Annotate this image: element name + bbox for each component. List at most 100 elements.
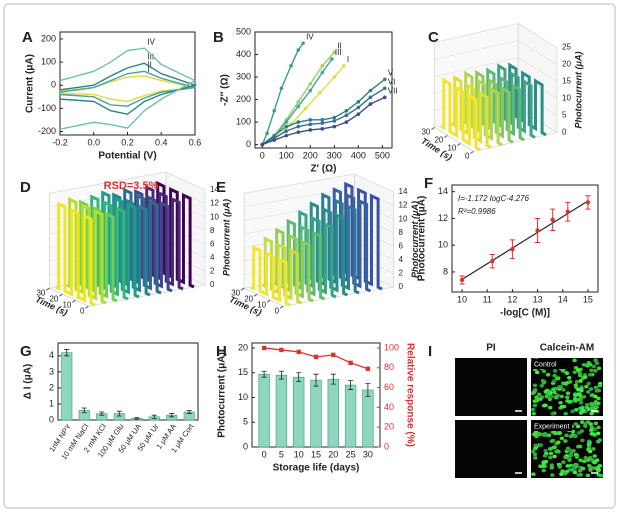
cell bbox=[532, 383, 538, 388]
y-axis-title: Current (μA) bbox=[25, 54, 36, 113]
cell bbox=[590, 404, 595, 408]
cell bbox=[574, 380, 580, 384]
cell bbox=[591, 364, 597, 369]
marker bbox=[332, 119, 337, 123]
cell bbox=[551, 379, 557, 383]
marker bbox=[265, 131, 269, 136]
cell bbox=[534, 370, 540, 375]
z-tick-label: 6 bbox=[399, 241, 404, 250]
x-tick-label: 0.6 bbox=[189, 137, 202, 147]
cell bbox=[593, 421, 599, 426]
cell bbox=[596, 473, 601, 477]
cell bbox=[541, 369, 547, 374]
cell bbox=[577, 468, 583, 473]
photocurrent-trace bbox=[284, 218, 326, 301]
error-bar bbox=[330, 373, 336, 385]
marker bbox=[284, 129, 289, 133]
cell bbox=[539, 384, 544, 388]
panel-label: I bbox=[428, 343, 432, 360]
cell bbox=[597, 383, 603, 388]
photocurrent-trace bbox=[99, 190, 140, 299]
y2-tick-label: 20 bbox=[384, 422, 394, 432]
cell bbox=[593, 358, 598, 362]
marker bbox=[296, 124, 301, 129]
cell bbox=[594, 361, 600, 365]
cell bbox=[567, 458, 572, 463]
marker bbox=[284, 120, 289, 124]
cell bbox=[596, 396, 601, 401]
z-tick-label: 15 bbox=[562, 77, 571, 86]
row-label-bg bbox=[532, 421, 572, 431]
y-tick-label: 3 bbox=[49, 366, 54, 376]
cell bbox=[587, 463, 592, 468]
marker bbox=[296, 349, 301, 355]
marker bbox=[368, 102, 373, 106]
cell bbox=[589, 393, 594, 398]
x-tick-label: 12 bbox=[507, 294, 517, 304]
error-bar bbox=[116, 410, 122, 417]
y-axis-title: Photocurrent (μA) bbox=[217, 352, 228, 438]
grid-line bbox=[244, 187, 394, 208]
cell bbox=[572, 470, 578, 475]
y-tick-label: 20 bbox=[238, 342, 248, 352]
photocurrent-trace bbox=[250, 245, 291, 307]
marker bbox=[344, 120, 349, 124]
y-tick-label: 15 bbox=[238, 367, 248, 377]
x-tick bbox=[46, 287, 50, 291]
cell bbox=[583, 375, 588, 379]
marker bbox=[365, 366, 371, 371]
cell bbox=[576, 392, 582, 396]
cell bbox=[589, 411, 594, 416]
marker bbox=[296, 130, 301, 135]
error-bar bbox=[278, 370, 284, 380]
photocurrent-trace bbox=[110, 192, 151, 297]
marker bbox=[342, 63, 346, 68]
grid-line bbox=[434, 23, 558, 48]
error-bar bbox=[365, 383, 371, 397]
marker bbox=[272, 138, 277, 142]
micrograph bbox=[455, 358, 527, 416]
y-tick-label: 0 bbox=[49, 414, 54, 424]
cell bbox=[581, 394, 587, 399]
cell bbox=[593, 394, 598, 399]
grid-line bbox=[434, 40, 558, 65]
marker bbox=[272, 109, 277, 113]
x-tick-label: 5 bbox=[279, 449, 284, 459]
marker bbox=[331, 352, 336, 358]
cell bbox=[541, 461, 546, 466]
z-tick-label: 8 bbox=[399, 228, 404, 237]
cell bbox=[545, 392, 551, 396]
series-line bbox=[261, 65, 345, 146]
cell bbox=[533, 387, 538, 392]
marker bbox=[368, 95, 373, 100]
z-tick-label: 14 bbox=[210, 185, 219, 194]
x-tick-label: 300 bbox=[327, 150, 342, 160]
cell bbox=[551, 387, 556, 392]
x-tick-label: 0 bbox=[275, 306, 280, 315]
photocurrent-trace bbox=[261, 236, 303, 305]
error-bar bbox=[99, 411, 105, 416]
y2-tick-label: 80 bbox=[384, 362, 394, 372]
cell bbox=[547, 397, 553, 402]
cell bbox=[573, 434, 578, 439]
photocurrent-trace bbox=[451, 74, 492, 149]
y-axis-title: -Z″ (Ω) bbox=[220, 74, 231, 106]
cell bbox=[580, 466, 586, 471]
x-tick-label: 0 bbox=[262, 449, 267, 459]
cell bbox=[556, 440, 561, 445]
series-label: II bbox=[337, 41, 341, 50]
x-tick-label: 20 bbox=[49, 294, 58, 303]
cell bbox=[568, 452, 574, 456]
x-tick-label: 14 bbox=[558, 294, 568, 304]
marker bbox=[284, 133, 289, 138]
y-tick-label: 400 bbox=[236, 49, 251, 59]
error-bar bbox=[348, 380, 354, 390]
cell bbox=[549, 465, 554, 470]
cell bbox=[560, 469, 565, 473]
marker bbox=[330, 57, 334, 61]
error-bar bbox=[64, 349, 70, 357]
x-tick bbox=[59, 293, 63, 297]
cell bbox=[534, 398, 539, 403]
cell bbox=[573, 393, 578, 398]
x-tick-label: 30 bbox=[231, 288, 240, 297]
